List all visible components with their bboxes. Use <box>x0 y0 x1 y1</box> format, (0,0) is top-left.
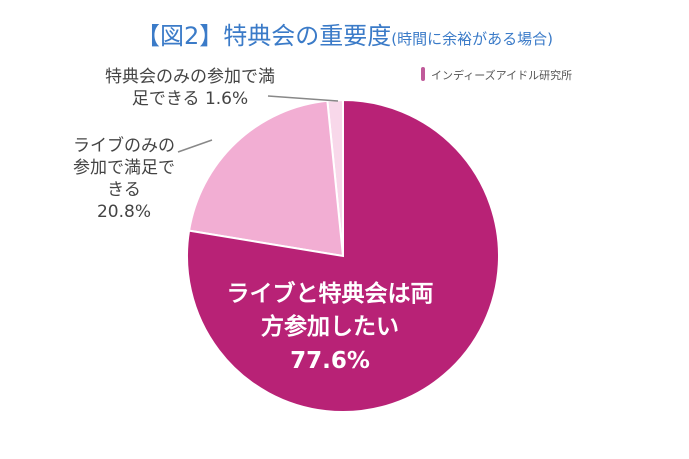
pie-slice <box>187 99 345 258</box>
title-block: 【図2】特典会の重要度(時間に余裕がある場合) <box>0 16 689 51</box>
leader-line <box>177 139 213 153</box>
slice-label: 特典会のみの参加で満足できる 1.6% <box>100 66 280 110</box>
value-label: 20.8% <box>96 202 151 223</box>
value-label: 77.6% <box>290 347 370 374</box>
leader-line <box>267 95 339 102</box>
category-label: ライブと特典会は両方参加したい <box>226 281 434 341</box>
chart-subtitle: (時間に余裕がある場合) <box>391 30 553 48</box>
pie-slice <box>186 98 500 413</box>
chart-title: 【図2】特典会の重要度 <box>136 22 392 50</box>
category-label: 特典会のみの参加で満足できる <box>105 67 275 110</box>
slice-label: ライブのみの参加で満足できる 20.8% <box>70 135 178 223</box>
slice-label: ライブと特典会は両方参加したい 77.6% <box>225 278 435 378</box>
value-label: 1.6% <box>204 89 249 110</box>
category-label: ライブのみの参加で満足できる <box>73 136 175 201</box>
source: インディーズアイドル研究所 <box>431 69 573 82</box>
logo-icon <box>421 67 425 81</box>
